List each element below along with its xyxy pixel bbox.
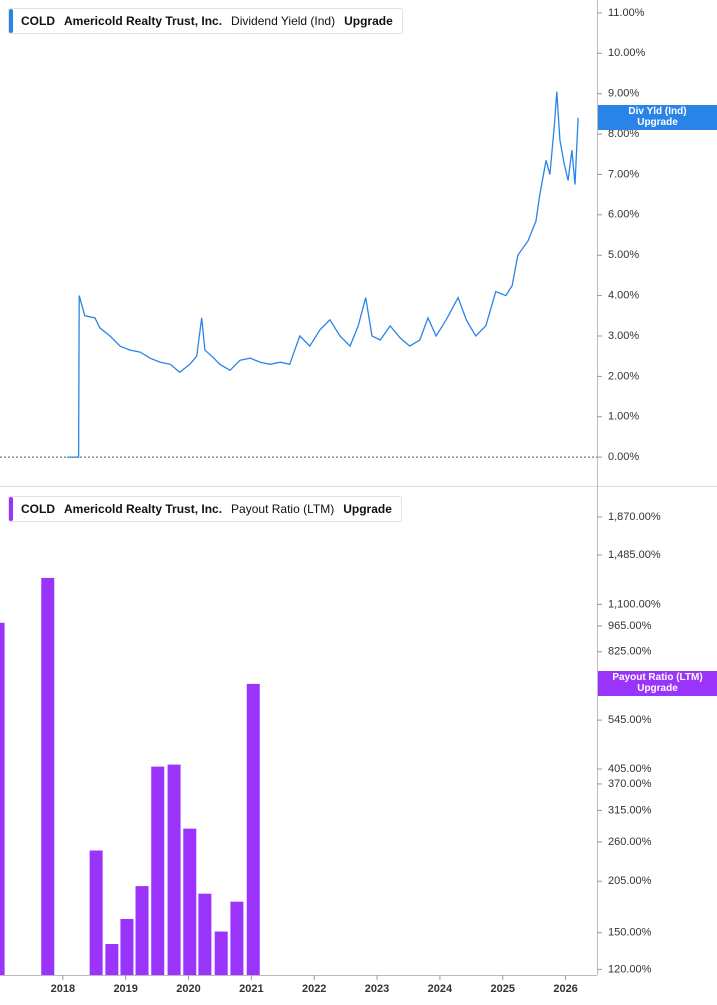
x-tick-label: 2025 — [490, 983, 514, 995]
legend-metric: Dividend Yield (Ind) — [231, 14, 336, 28]
y-tick-label: 315.00% — [608, 804, 652, 816]
y-tick-label: 150.00% — [608, 927, 652, 939]
y-tick-label: 8.00% — [608, 128, 639, 140]
y-tick-label: 965.00% — [608, 620, 652, 632]
x-tick-label: 2026 — [553, 983, 577, 995]
y-tick-label: 205.00% — [608, 875, 652, 887]
bar — [135, 886, 149, 975]
plot-area — [0, 577, 260, 975]
y-tick-label: 370.00% — [608, 778, 652, 790]
legend-ticker: COLD — [21, 502, 55, 516]
upgrade-button[interactable]: Upgrade — [343, 502, 392, 516]
bar — [120, 918, 134, 975]
y-tick-label: 9.00% — [608, 88, 639, 100]
legend-ticker: COLD — [21, 14, 55, 28]
upgrade-button[interactable]: Upgrade — [344, 14, 393, 28]
y-tick-label: 2.00% — [608, 370, 639, 382]
legend-metric: Payout Ratio (LTM) — [231, 502, 335, 516]
current-label-name: Payout Ratio (LTM) — [612, 672, 703, 684]
current-value-label: Div Yld (Ind) Upgrade — [598, 105, 717, 131]
bar — [198, 893, 212, 975]
y-tick-label: 1.00% — [608, 411, 639, 423]
legend-swatch — [9, 9, 13, 33]
y-tick-label: 1,485.00% — [608, 549, 661, 561]
y-tick-label: 825.00% — [608, 646, 652, 658]
axes: 11.00% 10.00% 9.00% 8.00% 7.00% 6.00% 5.00% 4.0… — [51, 7, 661, 995]
bar — [214, 931, 228, 975]
plot-area — [0, 91, 597, 458]
y-tick-label: 10.00% — [608, 47, 646, 59]
y-tick-label: 3.00% — [608, 330, 639, 342]
data-line — [67, 91, 579, 458]
y-tick-label: 1,870.00% — [608, 511, 661, 523]
bar — [167, 764, 181, 975]
bar — [0, 622, 5, 975]
bar — [246, 683, 260, 975]
bar — [105, 944, 119, 975]
x-tick-label: 2020 — [176, 983, 200, 995]
y-tick-label: 6.00% — [608, 209, 639, 221]
current-label-action[interactable]: Upgrade — [637, 117, 678, 129]
y-tick-label: 5.00% — [608, 249, 639, 261]
y-tick-label: 0.00% — [608, 451, 639, 463]
legend-swatch — [9, 497, 13, 521]
legend: COLD Americold Realty Trust, Inc. Divide… — [8, 8, 403, 34]
x-tick-label: 2024 — [428, 983, 453, 995]
y-tick-label: 1,100.00% — [608, 598, 661, 610]
bar — [151, 766, 165, 975]
x-tick-label: 2019 — [113, 983, 137, 995]
bar — [41, 577, 55, 975]
y-tick-label: 4.00% — [608, 290, 639, 302]
current-label-action[interactable]: Upgrade — [637, 683, 678, 695]
y-tick-label: 7.00% — [608, 168, 639, 180]
y-tick-label: 120.00% — [608, 963, 652, 975]
x-tick-label: 2021 — [239, 983, 263, 995]
legend: COLD Americold Realty Trust, Inc. Payout… — [8, 496, 402, 522]
x-tick-label: 2023 — [365, 983, 389, 995]
y-tick-label: 405.00% — [608, 763, 652, 775]
x-tick-label: 2018 — [51, 983, 75, 995]
bar — [183, 828, 197, 975]
current-value-label: Payout Ratio (LTM) Upgrade — [598, 671, 717, 697]
bar — [230, 901, 244, 975]
y-tick-label: 260.00% — [608, 836, 652, 848]
x-tick-label: 2022 — [302, 983, 326, 995]
bar — [89, 850, 103, 975]
current-label-name: Div Yld (Ind) — [628, 106, 687, 118]
y-tick-label: 11.00% — [608, 7, 645, 19]
legend-company: Americold Realty Trust, Inc. — [64, 502, 223, 516]
y-tick-label: 545.00% — [608, 714, 652, 726]
legend-company: Americold Realty Trust, Inc. — [64, 14, 223, 28]
